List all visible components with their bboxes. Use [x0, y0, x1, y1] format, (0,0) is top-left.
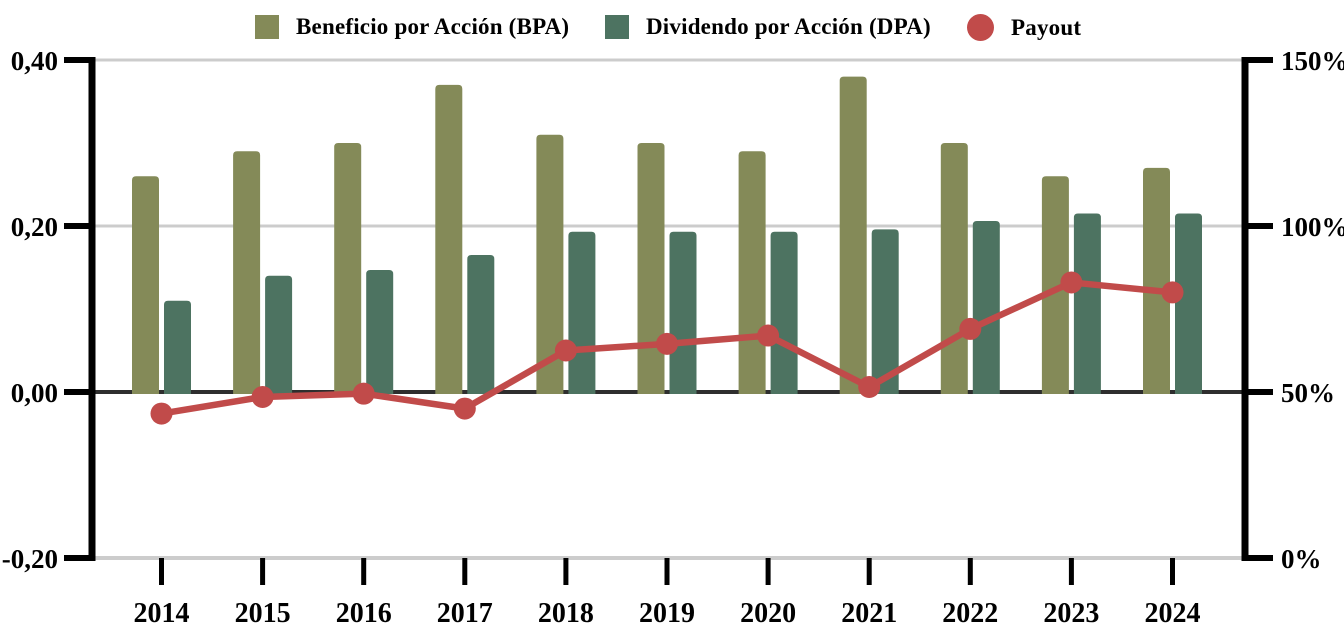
bar-dpa-2024: [1175, 213, 1202, 394]
payout-point-2018: [554, 339, 577, 362]
left-axis-spine: [88, 57, 96, 561]
legend-item-payout: Payout: [967, 14, 1081, 41]
x-axis-tick: [462, 558, 468, 585]
right-axis-label: 0%: [1281, 544, 1322, 574]
x-axis-tick: [1170, 558, 1175, 585]
legend-item-bpa: Beneficio por Acción (BPA): [255, 14, 569, 40]
right-axis-label: 150%: [1281, 46, 1344, 76]
legend-item-dpa: Dividendo por Acción (DPA): [605, 14, 931, 40]
bar-bpa-2022: [940, 143, 968, 394]
x-axis-tick: [260, 558, 266, 585]
x-axis-tick: [967, 558, 973, 585]
bar-bpa-2017: [435, 84, 463, 395]
x-axis-tick: [866, 558, 872, 585]
right-axis-tick: [1245, 57, 1273, 63]
bar-bpa-2019: [637, 143, 665, 394]
x-axis-label-2019: 2019: [639, 598, 695, 629]
bar-dpa-2017: [467, 255, 495, 394]
dpa-swatch-icon: [605, 15, 629, 39]
payout-point-2024: [1161, 281, 1184, 304]
left-axis-label: 0,40: [11, 46, 58, 76]
x-axis-label-2015: 2015: [235, 598, 291, 629]
x-axis-label-2022: 2022: [942, 598, 998, 629]
x-axis-tick: [765, 558, 771, 585]
right-axis-label: 100%: [1281, 212, 1344, 242]
x-axis-label-2023: 2023: [1043, 598, 1099, 629]
x-axis-tick: [1068, 558, 1074, 585]
bar-dpa-2023: [1073, 213, 1101, 394]
payout-point-2016: [352, 382, 375, 405]
bar-dpa-2021: [871, 229, 899, 394]
bar-bpa-2014: [132, 176, 159, 394]
payout-point-2021: [858, 376, 881, 399]
bpa-swatch-icon: [255, 15, 279, 39]
bar-dpa-2019: [669, 231, 697, 394]
x-axis-label-2016: 2016: [336, 598, 392, 629]
legend-label-bpa: Beneficio por Acción (BPA): [296, 14, 570, 39]
left-axis-tick: [64, 555, 92, 561]
right-axis-tick: [1245, 389, 1273, 395]
bar-bpa-2021: [839, 76, 867, 394]
payout-point-2023: [1060, 271, 1083, 294]
bar-dpa-2022: [972, 221, 1000, 394]
x-axis-tick: [563, 558, 569, 585]
left-axis-tick: [64, 57, 92, 63]
x-axis-tick: [361, 558, 367, 585]
payout-point-2022: [959, 317, 982, 340]
bar-dpa-2015: [265, 275, 293, 394]
left-axis-label: -0,20: [2, 544, 58, 574]
left-axis-tick: [64, 223, 92, 229]
payout-swatch-icon: [967, 14, 994, 41]
bar-dpa-2020: [770, 231, 798, 394]
bar-bpa-2023: [1041, 176, 1069, 394]
x-axis-label-2017: 2017: [437, 598, 493, 629]
legend-label-payout: Payout: [1011, 14, 1082, 40]
bar-bpa-2016: [334, 143, 362, 394]
x-axis-label-2021: 2021: [841, 598, 897, 629]
right-axis-spine: [1241, 57, 1249, 561]
left-axis-tick: [64, 389, 92, 395]
bar-bpa-2024: [1143, 167, 1170, 394]
x-axis-tick: [664, 558, 670, 585]
payout-point-2015: [251, 385, 274, 408]
payout-point-2014: [150, 402, 173, 425]
left-axis-label: 0,20: [11, 212, 58, 242]
x-axis-label-2014: 2014: [134, 598, 190, 629]
left-axis-label: 0,00: [11, 378, 58, 408]
right-axis-tick: [1245, 555, 1273, 561]
bar-dpa-2014: [164, 300, 191, 394]
payout-point-2020: [757, 324, 780, 347]
x-axis-tick: [159, 558, 164, 585]
payout-point-2017: [453, 397, 476, 420]
bar-bpa-2020: [738, 151, 766, 394]
x-axis-label-2024: 2024: [1145, 598, 1201, 629]
legend-label-dpa: Dividendo por Acción (DPA): [646, 14, 931, 39]
bar-dpa-2016: [366, 269, 394, 394]
right-axis-tick: [1245, 223, 1273, 229]
x-axis-label-2020: 2020: [740, 598, 796, 629]
payout-point-2019: [656, 332, 678, 355]
x-axis-label-2018: 2018: [538, 598, 594, 629]
bar-bpa-2018: [536, 134, 564, 394]
chart-legend: Beneficio por Acción (BPA) Dividendo por…: [0, 0, 1344, 54]
bar-bpa-2015: [233, 151, 261, 394]
bar-dpa-2018: [568, 231, 596, 394]
right-axis-label: 50%: [1281, 378, 1335, 408]
